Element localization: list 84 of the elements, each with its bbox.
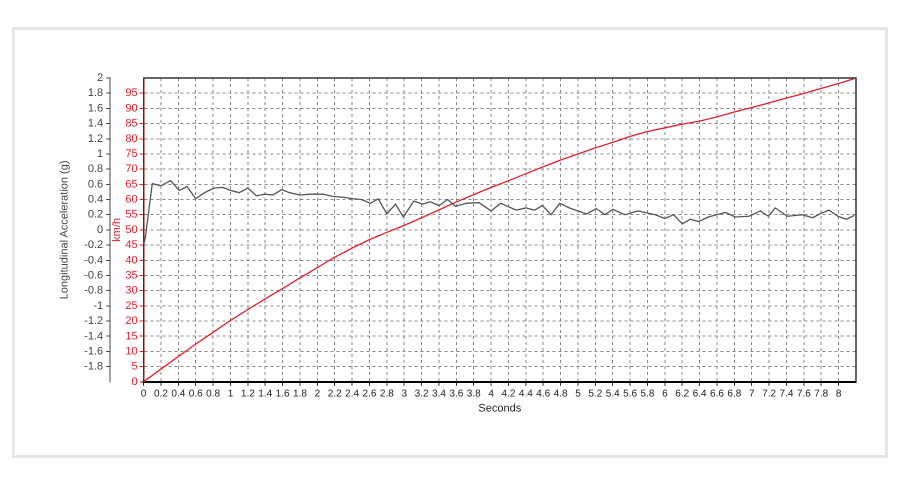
x-tick-label: 5.8 [640, 388, 655, 400]
x-tick-label: 6.6 [710, 388, 724, 400]
x-tick-label: 0.6 [188, 388, 204, 400]
x-tick-label: 7.2 [762, 388, 777, 400]
x-tick-label: 2.2 [328, 388, 342, 400]
x-tick-label: 7.8 [814, 388, 829, 400]
y-axis-title: Longitudinal Acceleration (g) [58, 160, 71, 300]
x-tick-label: 6 [662, 388, 668, 400]
y-tick-label: -0.6 [84, 270, 104, 282]
x-tick-label: 2 [314, 388, 321, 400]
x-tick-label: 2.8 [380, 388, 394, 400]
x-tick-label: 1.4 [258, 388, 273, 400]
x-tick-label: 3.4 [432, 388, 446, 400]
y2-tick-label: 10 [125, 345, 138, 358]
y2-tick-label: 75 [125, 148, 138, 160]
y-tick-label: -1.8 [84, 360, 104, 373]
x-tick-label: 6.4 [692, 388, 708, 400]
x-tick-label: 5.2 [588, 388, 603, 400]
y-tick-label: 2 [97, 72, 104, 84]
y-tick-label: 0.8 [88, 163, 104, 176]
x-tick-label: 4 [488, 388, 494, 400]
x-tick-label: 5.4 [606, 388, 620, 400]
y-tick-label: 0.6 [88, 178, 104, 190]
x-tick-label: 0.4 [171, 388, 186, 400]
x-tick-label: 4.2 [502, 388, 516, 400]
y-tick-label: 1.4 [88, 118, 104, 130]
y-tick-label: 1.8 [88, 87, 104, 100]
y2-tick-label: 5 [131, 360, 138, 373]
x-axis-title: Seconds [478, 402, 522, 414]
x-tick-label: 3.8 [466, 388, 482, 400]
x-tick-label: 1 [228, 388, 234, 400]
x-tick-label: 4.8 [554, 388, 568, 400]
y2-tick-label: 50 [125, 224, 138, 236]
x-tick-label: 7.6 [796, 388, 812, 400]
y2-tick-label: 60 [125, 194, 138, 206]
y-tick-label: 0.2 [88, 208, 104, 221]
x-tick-label: 3 [401, 388, 408, 400]
y2-tick-label: 0 [131, 376, 138, 388]
x-tick-label: 5.6 [623, 388, 638, 400]
y2-tick-label: 40 [125, 254, 138, 266]
y-tick-label: -1.2 [84, 315, 104, 328]
y2-tick-label: 80 [125, 132, 138, 145]
x-tick-label: 1.8 [293, 388, 308, 400]
x-tick-label: 1.6 [276, 388, 290, 400]
y2-tick-label: 85 [125, 118, 138, 130]
y2-tick-label: 65 [125, 178, 138, 190]
x-tick-label: 7.4 [780, 388, 794, 400]
y2-tick-label: 55 [125, 208, 138, 221]
x-tick-label: 1.2 [240, 388, 256, 400]
y-tick-label: 0 [97, 224, 104, 236]
y2-tick-label: 15 [125, 330, 138, 342]
y2-tick-label: 35 [125, 270, 138, 282]
y-tick-label: -1 [93, 300, 104, 312]
y-tick-label: -0.2 [84, 239, 104, 252]
y2-tick-label: 95 [125, 87, 138, 100]
y-tick-label: 1.2 [88, 132, 104, 145]
y-tick-label: 1.6 [88, 102, 104, 114]
y2-tick-label: 20 [125, 315, 138, 328]
x-tick-label: 0 [140, 388, 147, 400]
y-tick-label: -0.4 [84, 254, 104, 266]
y2-tick-label: 90 [125, 102, 138, 114]
x-tick-label: 7 [748, 388, 755, 400]
y-tick-label: -0.8 [84, 284, 104, 297]
y2-tick-label: 45 [125, 239, 138, 252]
x-tick-label: 4.4 [518, 388, 534, 400]
y-tick-label: 1 [97, 148, 104, 160]
y2-axis-title: km/h [110, 218, 123, 242]
x-tick-label: 3.2 [414, 388, 429, 400]
x-tick-label: 0.8 [206, 388, 220, 400]
x-tick-label: 2.6 [362, 388, 377, 400]
y2-tick-label: 30 [125, 284, 138, 297]
x-tick-label: 4.6 [536, 388, 551, 400]
y-tick-label: -1.4 [84, 330, 104, 342]
x-tick-label: 5 [575, 388, 582, 400]
y-tick-label: 0.4 [88, 194, 104, 206]
y2-tick-label: 70 [125, 163, 138, 176]
y2-tick-label: 25 [125, 300, 138, 312]
x-tick-label: 6.8 [727, 388, 742, 400]
x-tick-label: 0.2 [154, 388, 168, 400]
x-tick-label: 6.2 [675, 388, 690, 400]
y-tick-label: -1.6 [84, 345, 104, 358]
x-tick-label: 2.4 [345, 388, 360, 400]
x-tick-label: 8 [836, 388, 842, 400]
x-tick-label: 3.6 [449, 388, 464, 400]
